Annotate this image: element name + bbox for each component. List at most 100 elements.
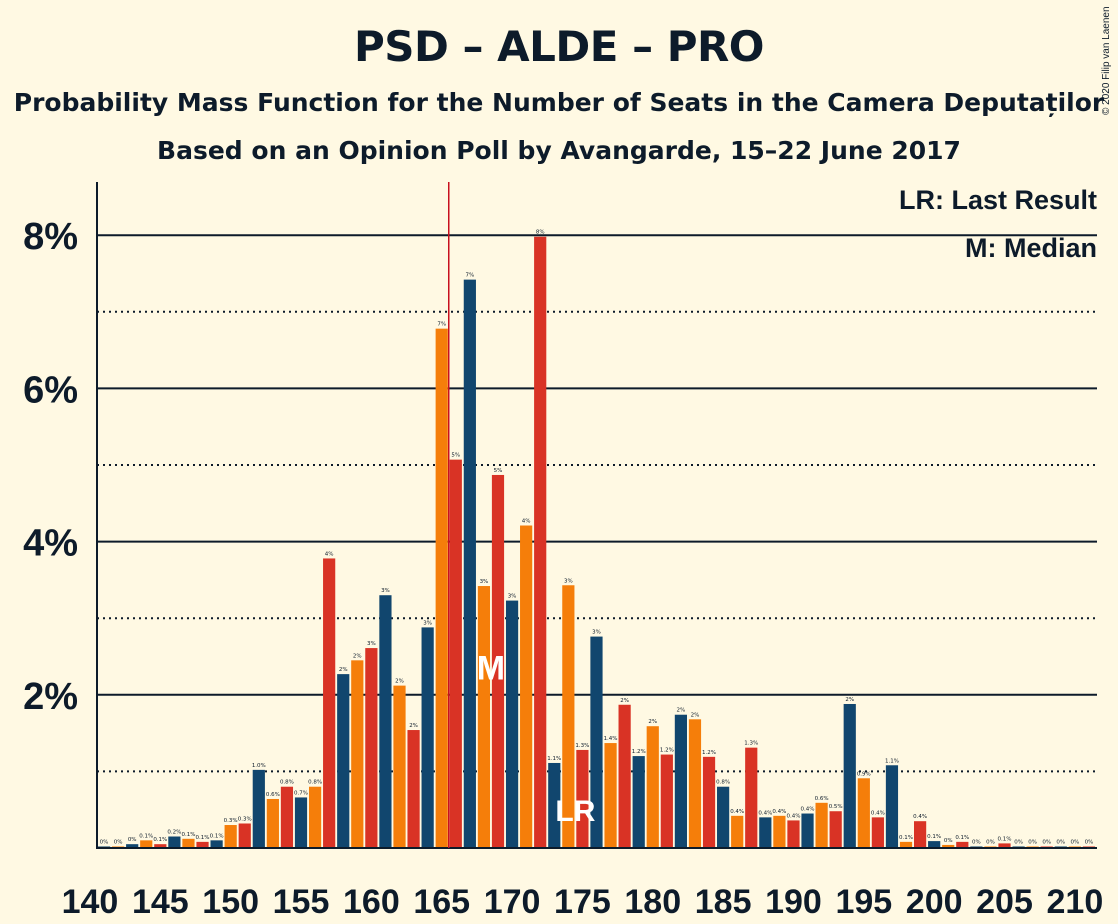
bar-seat-170 [505, 600, 519, 848]
bar-seat-179 [632, 756, 645, 848]
x-tick-label: 140 [62, 883, 119, 921]
bar-value-label: 1.1% [547, 756, 561, 762]
bar-seat-156 [308, 786, 322, 848]
bar-value-label: 1.0% [252, 763, 266, 769]
x-tick-label: 165 [413, 883, 470, 921]
bar-value-label: 2% [395, 679, 404, 685]
bar-value-labels: 0% 0% 0%0.1%0.1%0.2% 0.1%0.1% 0.1%0.3% 0.3%1.… [100, 230, 1094, 846]
bar-value-label: 1.2% [702, 750, 716, 756]
bar-seat-154 [280, 786, 294, 848]
bar-seat-205 [998, 843, 1011, 848]
bar-seat-174 [562, 585, 575, 848]
bar-seat-146 [168, 836, 181, 848]
axes-group [96, 182, 1097, 849]
bar-seat-144 [140, 840, 153, 848]
bar-seat-192 [815, 802, 828, 848]
bar-value-label: 5% [494, 468, 503, 474]
bar-seat-163 [407, 730, 420, 848]
y-tick-label: 4% [23, 523, 78, 565]
x-tick-label: 170 [484, 883, 541, 921]
bar-seat-158 [337, 674, 350, 848]
bar-value-label: 0.1% [927, 834, 941, 840]
bar-seat-194 [843, 703, 856, 848]
bar-value-label: 0.8% [280, 780, 294, 786]
bar-value-label: 2% [409, 723, 418, 729]
bar-value-label: 1.4% [604, 736, 618, 742]
x-tick-label: 195 [835, 883, 892, 921]
legend-last-result: LR: Last Result [899, 185, 1097, 215]
bar-seat-176 [590, 636, 603, 848]
bar-value-label: 2% [845, 697, 854, 703]
bar-seat-195 [857, 778, 870, 848]
bar-seat-145 [154, 844, 167, 848]
y-tick-label: 2% [23, 676, 78, 718]
bar-value-label: 0.4% [730, 809, 744, 815]
bar-value-label: 0% [944, 838, 953, 844]
bar-value-label: 1.3% [744, 741, 758, 747]
bar-seat-199 [914, 821, 927, 848]
bar-value-label: 3% [564, 578, 573, 584]
bar-seat-155 [294, 797, 308, 848]
bar-value-label: 2% [691, 712, 700, 718]
bar-value-label: 0.2% [167, 830, 181, 836]
bar-seat-181 [660, 754, 673, 848]
bar-value-label: 1.3% [575, 743, 589, 749]
bar-value-label: 0% [986, 839, 995, 845]
bar-value-label: 7% [465, 273, 474, 279]
bar-value-label: 0.1% [210, 833, 224, 839]
bar-seat-160 [365, 648, 378, 848]
x-tick-label: 145 [132, 883, 189, 921]
bar-value-label: 1.2% [660, 748, 674, 754]
bar-seat-167 [463, 279, 476, 848]
bar-seat-178 [618, 704, 631, 848]
bar-seat-185 [717, 786, 730, 848]
bar-seat-165 [435, 328, 448, 848]
bar-seat-196 [871, 817, 884, 848]
bar-seat-202 [956, 841, 969, 848]
bar-seat-198 [899, 841, 913, 848]
bar-seat-171 [520, 525, 533, 848]
x-tick-label: 210 [1047, 883, 1104, 921]
bar-value-label: 0.8% [716, 780, 730, 786]
x-tick-label: 155 [273, 883, 330, 921]
bar-seat-201 [942, 844, 955, 848]
bar-value-label: 2% [648, 719, 657, 725]
bar-seat-164 [421, 627, 434, 848]
bar-seat-182 [674, 714, 687, 848]
bar-value-label: 0% [100, 839, 109, 845]
median-marker: M [477, 649, 505, 687]
chart-subtitle: Probability Mass Function for the Number… [13, 88, 1105, 117]
bar-seat-190 [787, 820, 800, 848]
bar-seat-180 [646, 726, 659, 848]
x-tick-label: 175 [554, 883, 611, 921]
bar-value-label: 0.1% [899, 835, 913, 841]
bar-value-label: 0.7% [294, 790, 308, 796]
chart-title: PSD – ALDE – PRO [353, 22, 765, 71]
bar-seat-166 [449, 459, 462, 848]
bar-value-label: 0.5% [829, 804, 843, 810]
bar-value-label: 0.6% [815, 796, 829, 802]
x-tick-label: 190 [765, 883, 822, 921]
bar-seat-189 [773, 815, 786, 848]
bar-value-label: 4% [522, 519, 531, 525]
bar-seat-177 [604, 743, 617, 848]
bar-value-label: 0.3% [224, 818, 238, 824]
x-tick-label: 185 [695, 883, 752, 921]
bar-value-label: 3% [480, 579, 489, 585]
bar-value-label: 3% [508, 594, 517, 600]
x-tick-label: 200 [906, 883, 963, 921]
bar-value-label: 0.4% [871, 810, 885, 816]
bar-value-label: 2% [620, 698, 629, 704]
bar-seat-148 [196, 841, 209, 848]
bar-value-label: 0.6% [266, 792, 280, 798]
bar-value-label: 0% [972, 839, 981, 845]
bar-value-label: 0.1% [139, 833, 153, 839]
bar-seat-143 [126, 844, 139, 848]
bar-seat-147 [182, 838, 195, 848]
bar-seat-168 [477, 586, 491, 848]
bar-value-label: 8% [536, 230, 545, 236]
bar-value-label: 0.1% [998, 836, 1012, 842]
bar-seat-162 [393, 685, 406, 848]
bar-seat-151 [238, 823, 251, 848]
bar-seat-149 [210, 840, 223, 848]
